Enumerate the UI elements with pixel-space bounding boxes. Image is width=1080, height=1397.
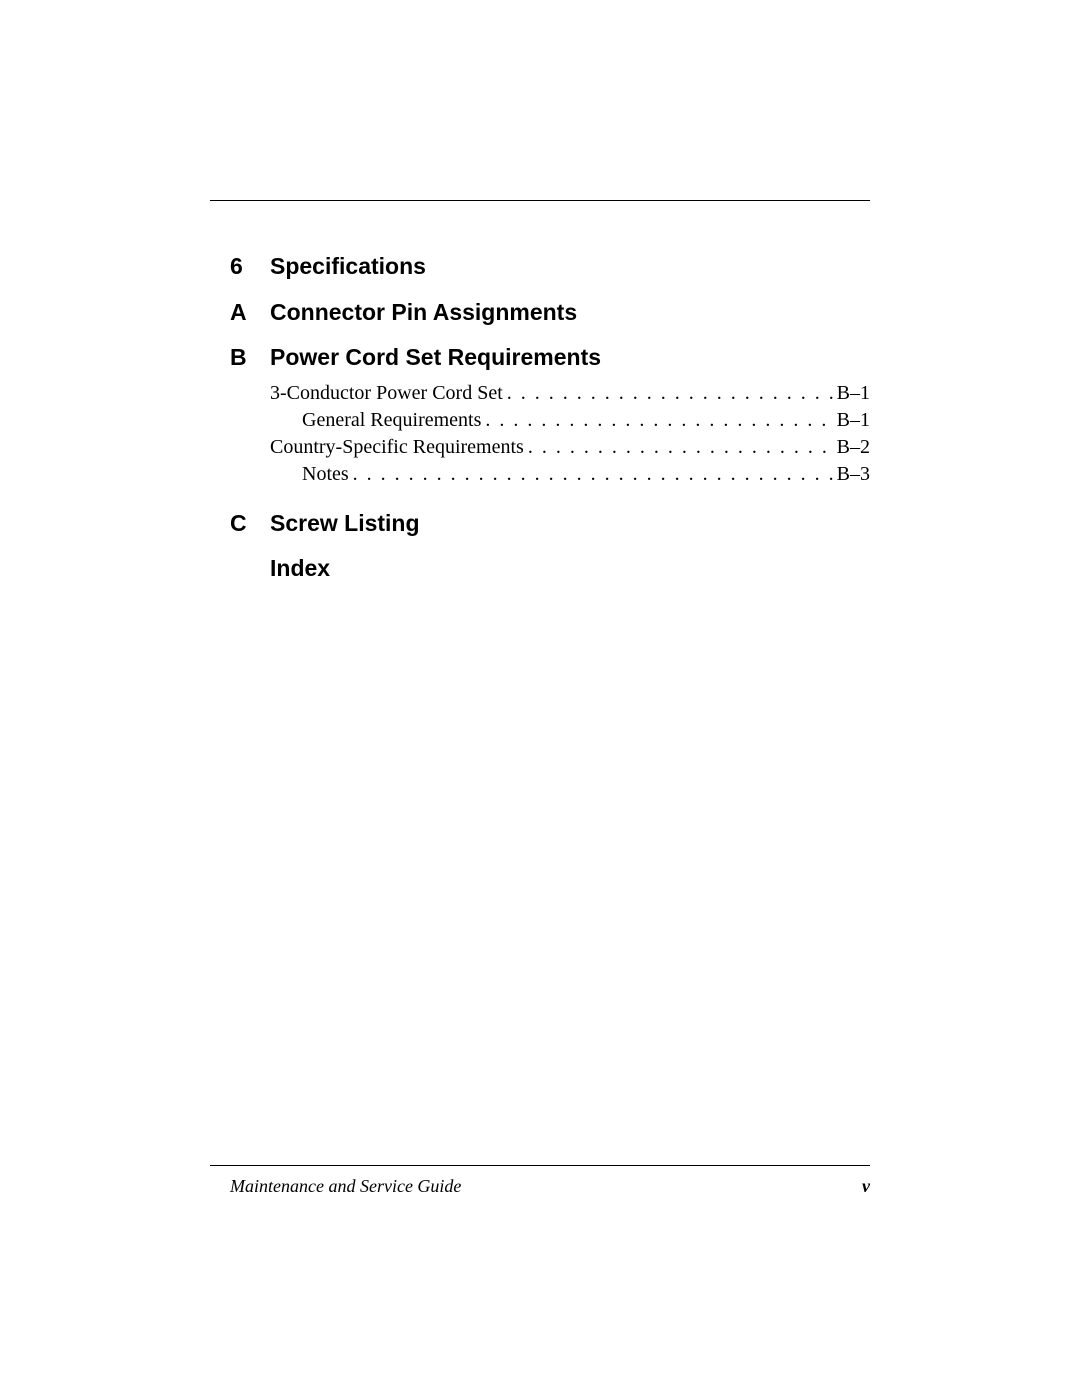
section-title: Screw Listing	[270, 510, 870, 538]
leader-dots	[503, 380, 833, 407]
section-heading: C Screw Listing	[230, 510, 870, 538]
footer-line: Maintenance and Service Guide v	[230, 1176, 870, 1197]
leader-dots	[481, 407, 832, 434]
footer-right: v	[862, 1176, 870, 1197]
page-footer: Maintenance and Service Guide v	[230, 1165, 870, 1197]
section-number: A	[230, 299, 270, 327]
leader-dots	[349, 461, 833, 488]
toc-entry: Notes B–3	[302, 461, 870, 488]
entry-page: B–3	[833, 461, 870, 488]
document-page: 6 Specifications A Connector Pin Assignm…	[0, 0, 1080, 1397]
entry-label: 3-Conductor Power Cord Set	[270, 380, 503, 407]
section-title: Index	[270, 555, 870, 583]
footer-left: Maintenance and Service Guide	[230, 1176, 461, 1197]
rule-top	[210, 200, 870, 201]
entry-label: Country-Specific Requirements	[270, 434, 524, 461]
leader-dots	[524, 434, 833, 461]
section-heading: A Connector Pin Assignments	[230, 299, 870, 327]
toc-entry: General Requirements B–1	[302, 407, 870, 434]
toc-section-b: B Power Cord Set Requirements 3-Conducto…	[230, 344, 870, 488]
entry-page: B–2	[833, 434, 870, 461]
section-heading: 6 Specifications	[230, 253, 870, 281]
section-title: Specifications	[270, 253, 870, 281]
toc-entries: 3-Conductor Power Cord Set B–1 General R…	[270, 380, 870, 488]
toc-section-c: C Screw Listing	[230, 510, 870, 538]
rule-bottom	[210, 1165, 870, 1166]
toc-section-a: A Connector Pin Assignments	[230, 299, 870, 327]
section-heading: Index	[230, 555, 870, 583]
section-number: B	[230, 344, 270, 372]
entry-page: B–1	[833, 407, 870, 434]
section-number: C	[230, 510, 270, 538]
toc-section-index: Index	[230, 555, 870, 583]
entry-label: General Requirements	[302, 407, 481, 434]
entry-label: Notes	[302, 461, 349, 488]
section-heading: B Power Cord Set Requirements	[230, 344, 870, 372]
section-title: Connector Pin Assignments	[270, 299, 870, 327]
toc-entry: Country-Specific Requirements B–2	[270, 434, 870, 461]
section-number: 6	[230, 253, 270, 281]
toc-section-6: 6 Specifications	[230, 253, 870, 281]
entry-page: B–1	[833, 380, 870, 407]
section-number	[230, 555, 270, 583]
toc-entry: 3-Conductor Power Cord Set B–1	[270, 380, 870, 407]
section-title: Power Cord Set Requirements	[270, 344, 870, 372]
